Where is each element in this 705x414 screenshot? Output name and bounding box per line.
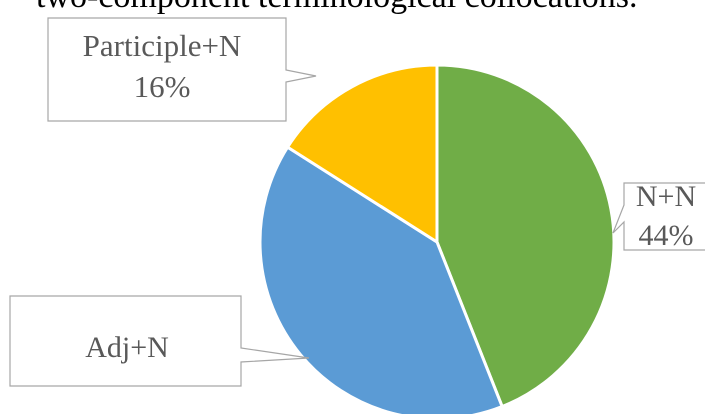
data-label-adj-n: Adj+N [9, 295, 310, 387]
label-value-n-n: 44% [639, 219, 694, 252]
label-category-participle-n: Participle+N [83, 28, 242, 63]
pie-slices [258, 63, 616, 414]
callout-box-adj-n [9, 295, 310, 387]
cropped-heading-text: two-component terminological collocation… [36, 0, 637, 16]
data-label-n-n: N+N 44% [612, 180, 705, 252]
label-category-adj-n: Adj+N [85, 331, 169, 364]
label-value-participle-n: 16% [134, 69, 191, 104]
pie-data-labels: N+N 44% Adj+N Participle+N 16% [9, 17, 705, 387]
label-category-n-n: N+N [636, 180, 696, 213]
callout-box-participle-n [47, 17, 317, 122]
pie-slice-participle-n [286, 63, 439, 244]
data-label-participle-n: Participle+N 16% [47, 17, 317, 122]
callout-box-n-n [612, 182, 705, 251]
pie-slice-n-n [435, 63, 616, 409]
pie-slice-adj-n [258, 145, 504, 414]
